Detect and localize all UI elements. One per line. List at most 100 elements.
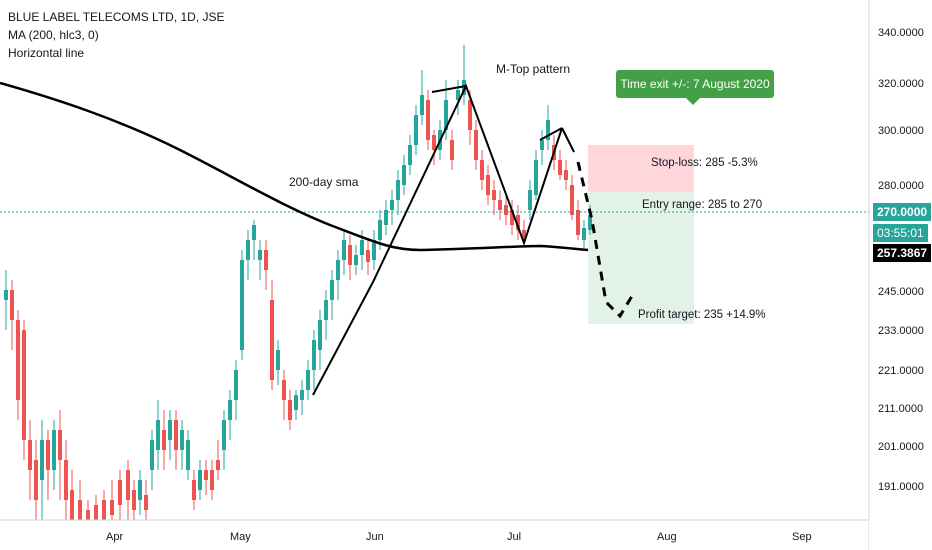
- y-tick-221: 221.0000: [878, 365, 924, 377]
- candle-body: [372, 240, 376, 260]
- candle-body: [378, 220, 382, 240]
- sma-value-tag: 257.3867: [873, 244, 932, 262]
- candle-body: [22, 330, 26, 440]
- candle-body: [288, 400, 292, 420]
- profit-target-label: Profit target: 235 +14.9%: [638, 309, 766, 321]
- candle-body: [264, 250, 268, 270]
- candle-body: [94, 505, 98, 520]
- candle-body: [150, 440, 154, 470]
- candle-body: [216, 460, 220, 470]
- candlestick-series: [4, 45, 592, 520]
- candle-body: [312, 340, 316, 370]
- candle-body: [300, 390, 304, 400]
- candle-body: [162, 430, 166, 450]
- candle-body: [576, 210, 580, 235]
- stop-loss-zone: [588, 145, 694, 192]
- candle-body: [420, 95, 424, 115]
- candle-body: [486, 175, 490, 195]
- candle-body: [34, 460, 38, 500]
- candle-body: [522, 230, 526, 240]
- candle-body: [110, 500, 114, 515]
- candle-body: [414, 115, 418, 145]
- candle-body: [28, 440, 32, 470]
- candle-body: [258, 250, 262, 260]
- y-tick-labels: 340.0000 320.0000 300.0000 280.0000 245.…: [878, 27, 924, 493]
- candle-body: [510, 210, 514, 225]
- x-tick-apr: Apr: [106, 531, 123, 543]
- m-top-left-peak: [431, 85, 467, 93]
- y-tick-300: 300.0000: [878, 125, 924, 137]
- candle-body: [52, 430, 56, 470]
- y-tick-201: 201.0000: [878, 441, 924, 453]
- candle-body: [402, 165, 406, 185]
- candle-body: [444, 100, 448, 130]
- x-tick-may: May: [230, 531, 251, 543]
- last-price-tag: 270.0000: [873, 203, 932, 221]
- candle-body: [64, 460, 68, 500]
- candle-body: [210, 470, 214, 490]
- projected-path: [576, 161, 634, 319]
- candle-body: [4, 290, 8, 300]
- candle-body: [138, 480, 142, 500]
- candle-body: [294, 395, 298, 410]
- m-top-right-peak: [539, 127, 563, 141]
- candle-body: [174, 420, 178, 450]
- axis-corner: [869, 520, 932, 550]
- candle-body: [342, 240, 346, 260]
- candle-body: [516, 215, 520, 230]
- candle-body: [40, 440, 44, 480]
- y-tick-233: 233.0000: [878, 325, 924, 337]
- candle-body: [546, 120, 550, 140]
- candle-body: [396, 180, 400, 200]
- y-tick-211: 211.0000: [878, 403, 923, 415]
- x-tick-aug: Aug: [657, 531, 677, 543]
- candle-body: [582, 228, 586, 240]
- candle-body: [480, 160, 484, 180]
- symbol-title[interactable]: BLUE LABEL TELECOMS LTD, 1D, JSE: [8, 10, 225, 24]
- candle-body: [468, 100, 472, 130]
- candle-body: [528, 190, 532, 210]
- candle-body: [558, 160, 562, 175]
- candle-body: [186, 440, 190, 470]
- y-tick-191: 191.0000: [878, 481, 924, 493]
- candle-body: [426, 100, 430, 140]
- candle-body: [276, 350, 280, 370]
- ma-indicator-label[interactable]: MA (200, hlc3, 0): [8, 28, 99, 42]
- y-tick-320: 320.0000: [878, 78, 924, 90]
- sma-annotation: 200-day sma: [289, 175, 359, 189]
- candle-body: [102, 500, 106, 520]
- entry-range-label: Entry range: 285 to 270: [642, 199, 762, 211]
- candle-body: [432, 135, 436, 150]
- candle-body: [354, 255, 358, 265]
- sma-line: [0, 81, 589, 252]
- candle-body: [324, 300, 328, 320]
- candle-body: [234, 370, 238, 400]
- horizontal-line-label[interactable]: Horizontal line: [8, 46, 85, 60]
- candle-body: [366, 250, 370, 262]
- candle-body: [534, 160, 538, 195]
- candle-body: [450, 140, 454, 160]
- candle-body: [126, 470, 130, 500]
- profit-target-zone: [588, 192, 694, 324]
- x-tick-sep: Sep: [792, 531, 812, 543]
- candle-body: [144, 495, 148, 510]
- m-top-descent: [561, 127, 575, 153]
- x-tick-jul: Jul: [507, 531, 521, 543]
- candle-body: [570, 185, 574, 215]
- candle-body: [492, 190, 496, 200]
- candle-body: [156, 420, 160, 450]
- candle-body: [330, 280, 334, 300]
- candle-body: [360, 240, 364, 255]
- candle-body: [456, 90, 460, 100]
- chart-legend: BLUE LABEL TELECOMS LTD, 1D, JSE MA (200…: [8, 8, 225, 62]
- candle-body: [204, 470, 208, 480]
- candle-body: [180, 430, 184, 450]
- candle-body: [198, 470, 202, 490]
- candle-body: [588, 215, 592, 230]
- candle-body: [252, 225, 256, 240]
- y-tick-280: 280.0000: [878, 180, 924, 192]
- candle-body: [46, 440, 50, 470]
- stop-loss-label: Stop-loss: 285 -5.3%: [651, 157, 758, 169]
- candle-body: [58, 430, 62, 460]
